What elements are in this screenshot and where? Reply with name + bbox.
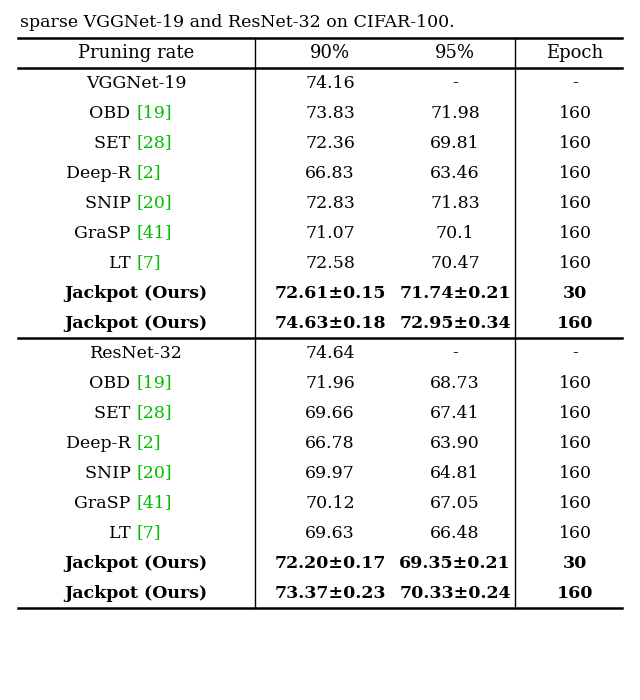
Text: [28]: [28] xyxy=(136,405,172,421)
Text: 160: 160 xyxy=(559,524,591,542)
Text: [28]: [28] xyxy=(136,134,172,151)
Text: 63.46: 63.46 xyxy=(430,164,480,181)
Text: 30: 30 xyxy=(563,554,587,571)
Text: LT: LT xyxy=(109,524,136,542)
Text: 69.63: 69.63 xyxy=(305,524,355,542)
Text: sparse VGGNet-19 and ResNet-32 on CIFAR-100.: sparse VGGNet-19 and ResNet-32 on CIFAR-… xyxy=(20,14,454,31)
Text: 63.90: 63.90 xyxy=(430,435,480,452)
Text: OBD: OBD xyxy=(90,374,136,391)
Text: 72.95±0.34: 72.95±0.34 xyxy=(399,314,511,332)
Text: 160: 160 xyxy=(559,435,591,452)
Text: 30: 30 xyxy=(563,284,587,302)
Text: GraSP: GraSP xyxy=(74,494,136,512)
Text: 72.58: 72.58 xyxy=(305,255,355,272)
Text: 71.98: 71.98 xyxy=(430,104,480,122)
Text: [41]: [41] xyxy=(136,494,172,512)
Text: 160: 160 xyxy=(559,164,591,181)
Text: 160: 160 xyxy=(559,255,591,272)
Text: 70.12: 70.12 xyxy=(305,494,355,512)
Text: 69.81: 69.81 xyxy=(430,134,480,151)
Text: 66.48: 66.48 xyxy=(430,524,480,542)
Text: 68.73: 68.73 xyxy=(430,374,480,391)
Text: 73.83: 73.83 xyxy=(305,104,355,122)
Text: 71.96: 71.96 xyxy=(305,374,355,391)
Text: [2]: [2] xyxy=(136,164,161,181)
Text: 70.47: 70.47 xyxy=(430,255,480,272)
Text: 70.1: 70.1 xyxy=(436,225,474,242)
Text: [7]: [7] xyxy=(136,524,161,542)
Text: 72.36: 72.36 xyxy=(305,134,355,151)
Text: [2]: [2] xyxy=(136,435,161,452)
Text: 160: 160 xyxy=(559,374,591,391)
Text: 67.05: 67.05 xyxy=(430,494,480,512)
Text: 160: 160 xyxy=(559,134,591,151)
Text: 74.16: 74.16 xyxy=(305,74,355,92)
Text: 160: 160 xyxy=(557,584,593,601)
Text: ResNet-32: ResNet-32 xyxy=(90,344,182,361)
Text: OBD: OBD xyxy=(90,104,136,122)
Text: [19]: [19] xyxy=(136,374,172,391)
Text: 160: 160 xyxy=(559,465,591,482)
Text: 160: 160 xyxy=(559,195,591,211)
Text: 160: 160 xyxy=(559,104,591,122)
Text: 69.97: 69.97 xyxy=(305,465,355,482)
Text: SNIP: SNIP xyxy=(84,195,136,211)
Text: SET: SET xyxy=(94,134,136,151)
Text: VGGNet-19: VGGNet-19 xyxy=(86,74,186,92)
Text: 71.07: 71.07 xyxy=(305,225,355,242)
Text: 74.63±0.18: 74.63±0.18 xyxy=(275,314,386,332)
Text: [7]: [7] xyxy=(136,255,161,272)
Text: Jackpot (Ours): Jackpot (Ours) xyxy=(65,314,207,332)
Text: Jackpot (Ours): Jackpot (Ours) xyxy=(65,584,207,601)
Text: 95%: 95% xyxy=(435,44,475,62)
Text: Deep-R: Deep-R xyxy=(66,435,136,452)
Text: 72.83: 72.83 xyxy=(305,195,355,211)
Text: SNIP: SNIP xyxy=(84,465,136,482)
Text: 71.74±0.21: 71.74±0.21 xyxy=(399,284,511,302)
Text: 66.83: 66.83 xyxy=(305,164,355,181)
Text: 160: 160 xyxy=(557,314,593,332)
Text: 74.64: 74.64 xyxy=(305,344,355,361)
Text: LT: LT xyxy=(109,255,136,272)
Text: SET: SET xyxy=(94,405,136,421)
Text: Epoch: Epoch xyxy=(547,44,604,62)
Text: 160: 160 xyxy=(559,405,591,421)
Text: 67.41: 67.41 xyxy=(430,405,480,421)
Text: 72.61±0.15: 72.61±0.15 xyxy=(275,284,386,302)
Text: -: - xyxy=(452,74,458,92)
Text: [20]: [20] xyxy=(136,465,172,482)
Text: 160: 160 xyxy=(559,494,591,512)
Text: 69.66: 69.66 xyxy=(305,405,355,421)
Text: GraSP: GraSP xyxy=(74,225,136,242)
Text: 66.78: 66.78 xyxy=(305,435,355,452)
Text: 69.35±0.21: 69.35±0.21 xyxy=(399,554,511,571)
Text: Jackpot (Ours): Jackpot (Ours) xyxy=(65,554,207,571)
Text: [41]: [41] xyxy=(136,225,172,242)
Text: 73.37±0.23: 73.37±0.23 xyxy=(275,584,386,601)
Text: -: - xyxy=(572,74,578,92)
Text: 72.20±0.17: 72.20±0.17 xyxy=(275,554,386,571)
Text: Pruning rate: Pruning rate xyxy=(78,44,194,62)
Text: 160: 160 xyxy=(559,225,591,242)
Text: 71.83: 71.83 xyxy=(430,195,480,211)
Text: -: - xyxy=(452,344,458,361)
Text: [19]: [19] xyxy=(136,104,172,122)
Text: Jackpot (Ours): Jackpot (Ours) xyxy=(65,284,207,302)
Text: -: - xyxy=(572,344,578,361)
Text: 70.33±0.24: 70.33±0.24 xyxy=(399,584,511,601)
Text: 90%: 90% xyxy=(310,44,350,62)
Text: Deep-R: Deep-R xyxy=(66,164,136,181)
Text: 64.81: 64.81 xyxy=(430,465,480,482)
Text: [20]: [20] xyxy=(136,195,172,211)
